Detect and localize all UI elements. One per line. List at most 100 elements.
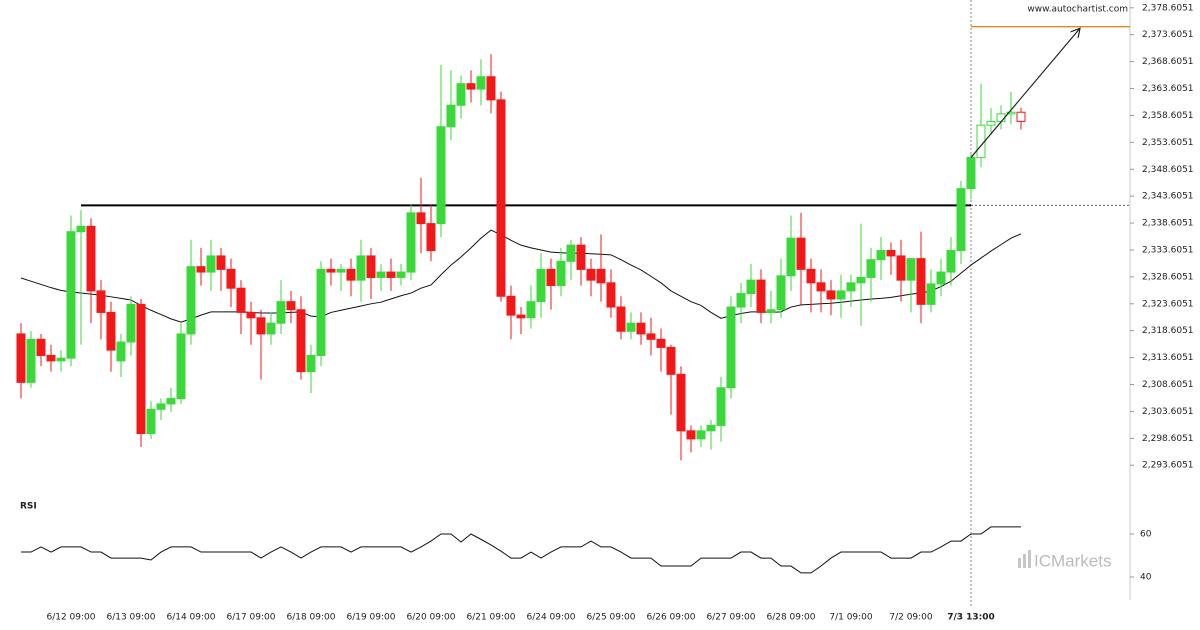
- candle-body: [456, 83, 466, 106]
- logo-bar: [1018, 558, 1021, 568]
- candle-body: [36, 338, 46, 356]
- candle-body: [426, 223, 436, 252]
- candle-body: [916, 258, 926, 305]
- y-tick-label: 2,298.6051: [1142, 434, 1194, 444]
- x-tick-label: 6/13 09:00: [106, 613, 155, 623]
- candle-body: [46, 354, 56, 362]
- candle-body: [316, 268, 326, 356]
- x-tick-label: 6/12 09:00: [46, 613, 95, 623]
- candle-body: [286, 301, 296, 311]
- candle-body: [56, 357, 66, 362]
- candle-body: [626, 322, 636, 332]
- y-tick-label: 2,343.6051: [1142, 192, 1194, 202]
- candle-body: [816, 282, 826, 292]
- logo-bar: [1028, 550, 1031, 568]
- y-tick-label: 2,358.6051: [1142, 111, 1194, 121]
- y-tick-label: 2,363.6051: [1142, 84, 1194, 94]
- candle-body: [826, 290, 836, 300]
- candle-body: [576, 244, 586, 270]
- y-tick-label: 2,308.6051: [1142, 380, 1194, 390]
- candle-body: [66, 231, 76, 359]
- candle-body: [866, 259, 876, 278]
- candle-body: [276, 301, 286, 324]
- rsi-tick-label: 40: [1140, 573, 1152, 583]
- candle-body: [496, 99, 506, 297]
- candle-body: [646, 333, 656, 340]
- candle-body: [736, 293, 746, 308]
- candle-body: [836, 290, 846, 300]
- logo: ICMarkets: [1018, 550, 1111, 570]
- y-tick-label: 2,328.6051: [1142, 272, 1194, 282]
- candle-body: [396, 271, 406, 278]
- candle-body: [26, 338, 36, 383]
- candle-body: [776, 275, 786, 311]
- y-tick-label: 2,338.6051: [1142, 219, 1194, 229]
- candle-body: [266, 322, 276, 335]
- candle-body: [76, 225, 86, 233]
- candle-body: [726, 306, 736, 389]
- candle-body: [96, 290, 106, 313]
- candle-body: [706, 424, 716, 432]
- y-tick-label: 2,368.6051: [1142, 57, 1194, 67]
- candle-body: [666, 346, 676, 375]
- candle-body: [186, 266, 196, 335]
- candle-body: [206, 255, 216, 273]
- candle-body: [906, 258, 916, 281]
- candle-body: [376, 271, 386, 278]
- y-tick-label: 2,348.6051: [1142, 165, 1194, 175]
- candle-body: [476, 76, 486, 90]
- candle-body: [106, 311, 116, 351]
- candle-body: [716, 387, 726, 426]
- candle-body: [136, 303, 146, 434]
- x-tick-label: 6/20 09:00: [406, 613, 455, 623]
- candle-body: [546, 268, 556, 287]
- y-tick-label: 2,293.6051: [1142, 461, 1194, 471]
- candle-body: [236, 287, 246, 313]
- candle-body: [946, 250, 956, 273]
- y-tick-label: 2,303.6051: [1142, 407, 1194, 417]
- x-tick-label: 6/17 09:00: [226, 613, 275, 623]
- rsi-tick-label: 60: [1140, 530, 1152, 540]
- candle-body: [466, 83, 476, 90]
- rsi-label: RSI: [20, 502, 37, 512]
- candle-body: [936, 271, 946, 285]
- y-tick-label: 2,323.6051: [1142, 299, 1194, 309]
- candle-body: [636, 322, 646, 335]
- candle-body: [346, 268, 356, 281]
- candle-body: [356, 255, 366, 281]
- candle-body: [976, 124, 986, 158]
- candle-body: [566, 244, 576, 262]
- candle-body: [756, 279, 766, 313]
- candle-body: [406, 212, 416, 273]
- candle-body: [196, 266, 206, 273]
- candle-body: [486, 76, 496, 101]
- rsi-line: [21, 526, 1021, 574]
- candle-body: [606, 282, 616, 308]
- candle-body: [876, 250, 886, 261]
- candle-body: [966, 156, 976, 190]
- candle-body: [506, 295, 516, 316]
- candle-body: [156, 403, 166, 410]
- logo-bar: [1023, 554, 1026, 568]
- candle-body: [226, 268, 236, 289]
- candle-body: [386, 271, 396, 278]
- x-tick-label: 6/25 09:00: [586, 613, 635, 623]
- x-tick-label: 6/18 09:00: [286, 613, 335, 623]
- candle-body: [176, 333, 186, 400]
- y-tick-label: 2,313.6051: [1142, 353, 1194, 363]
- candle-body: [116, 341, 126, 362]
- candle-body: [746, 279, 756, 295]
- candle-body: [446, 104, 456, 128]
- candle-body: [526, 301, 536, 319]
- candle-body: [896, 255, 906, 281]
- candle-body: [766, 309, 776, 313]
- candle-body: [516, 314, 526, 319]
- candle-body: [786, 237, 796, 277]
- candle-body: [586, 268, 596, 281]
- candle-body: [16, 333, 26, 383]
- y-tick-label: 2,333.6051: [1142, 245, 1194, 255]
- y-tick-label: 2,318.6051: [1142, 326, 1194, 336]
- candle-body: [166, 398, 176, 405]
